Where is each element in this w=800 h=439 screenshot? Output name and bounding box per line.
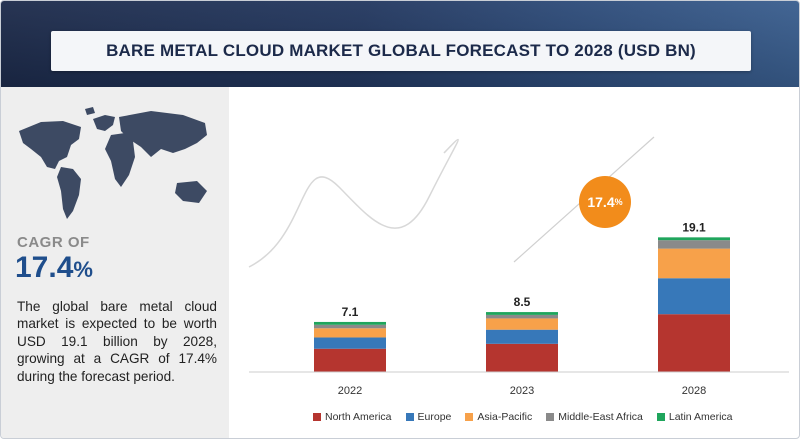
chart-title: BARE METAL CLOUD MARKET GLOBAL FORECAST … <box>106 41 696 60</box>
cagr-value: 17.4% <box>15 251 93 285</box>
x-tick-label-2028: 2028 <box>682 385 706 397</box>
trend-curve <box>248 138 459 268</box>
bar-total-label-2023: 8.5 <box>514 295 531 309</box>
world-map-icon <box>19 107 207 219</box>
legend-label: Middle-East Africa <box>558 411 643 423</box>
title-bar: BARE METAL CLOUD MARKET GLOBAL FORECAST … <box>51 31 751 71</box>
stacked-bar-chart: 7.1 2022 8.5 2023 19.1 2028 <box>248 136 789 397</box>
bar-segment-2028-north-america <box>658 314 730 372</box>
bar-total-label-2022: 7.1 <box>342 305 359 319</box>
legend-swatch <box>405 413 414 421</box>
legend-item-north-america: North America <box>313 411 392 423</box>
legend-item-asia-pacific: Asia-Pacific <box>465 411 532 423</box>
growth-badge-unit: % <box>614 197 623 207</box>
legend-item-europe: Europe <box>405 411 452 423</box>
growth-badge-value: 17.4 <box>587 194 615 210</box>
x-tick-label-2023: 2023 <box>510 385 534 397</box>
bar-segment-2023-north-america <box>486 343 558 372</box>
bar-segment-2022-north-america <box>314 348 386 372</box>
bar-segment-2022-latin-america <box>314 321 386 325</box>
x-tick-label-2022: 2022 <box>338 385 362 397</box>
legend-label: Asia-Pacific <box>477 411 533 423</box>
bar-segment-2028-asia-pacific <box>658 248 730 279</box>
header-banner: BARE METAL CLOUD MARKET GLOBAL FORECAST … <box>1 1 799 87</box>
cagr-value-number: 17.4 <box>15 251 74 284</box>
chart-legend: North America Europe Asia-Pacific Middle-Ea… <box>313 411 733 423</box>
legend-label: Latin America <box>668 411 733 423</box>
cagr-label: CAGR OF <box>17 234 90 251</box>
bar-segment-2022-europe <box>314 337 386 349</box>
legend-item-latin-america: Latin America <box>656 411 733 423</box>
legend-label: Europe <box>417 411 452 423</box>
bar-segment-2022-asia-pacific <box>314 328 386 338</box>
bar-segment-2023-middle-east-africa <box>486 314 558 319</box>
bar-segment-2028-middle-east-africa <box>658 240 730 249</box>
legend-item-middle-east-africa: Middle-East Africa <box>546 411 643 423</box>
bar-segment-2028-europe <box>658 278 730 315</box>
market-description: The global bare metal cloud market is ex… <box>17 299 217 384</box>
bar-segment-2023-europe <box>486 329 558 344</box>
bar-total-label-2028: 19.1 <box>682 220 706 234</box>
legend-label: North America <box>325 411 392 423</box>
cagr-growth-badge: 17.4% <box>579 176 631 228</box>
legend-swatch <box>546 413 555 421</box>
legend-swatch <box>313 413 321 421</box>
bar-segment-2028-latin-america <box>658 237 730 241</box>
bar-segment-2023-latin-america <box>486 312 558 315</box>
bar-segment-2023-asia-pacific <box>486 318 558 330</box>
bar-segment-2022-middle-east-africa <box>314 324 386 329</box>
left-summary-panel: CAGR OF 17.4% The global bare metal clou… <box>1 87 229 438</box>
legend-swatch <box>465 413 474 421</box>
legend-swatch <box>656 413 665 421</box>
cagr-value-unit: % <box>73 257 93 282</box>
